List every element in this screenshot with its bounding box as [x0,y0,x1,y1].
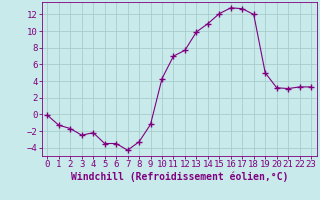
X-axis label: Windchill (Refroidissement éolien,°C): Windchill (Refroidissement éolien,°C) [70,172,288,182]
